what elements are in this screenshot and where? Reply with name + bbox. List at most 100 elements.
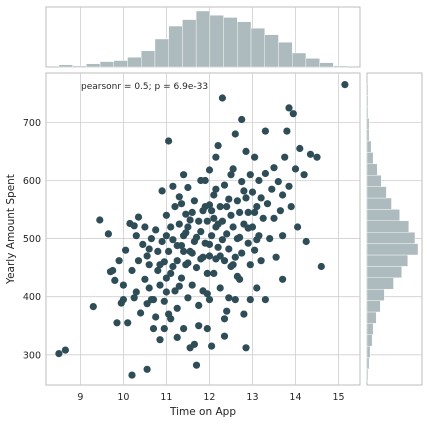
- right-hist-bar: [366, 186, 387, 199]
- top-marginal-histogram: [58, 10, 348, 68]
- scatter-point: [167, 223, 175, 231]
- top-hist-bar: [250, 28, 265, 68]
- scatter-point: [177, 200, 186, 208]
- scatter-point: [162, 288, 170, 296]
- scatter-point: [203, 290, 211, 298]
- scatter-point: [180, 247, 188, 255]
- scatter-point: [285, 104, 293, 112]
- scatter-point: [212, 255, 220, 263]
- scatter-point: [205, 201, 214, 209]
- scatter-point: [227, 211, 235, 219]
- scatter-point: [231, 253, 239, 261]
- correlation-annotation: pearsonr = 0.5; p = 6.9e-33: [81, 82, 208, 92]
- scatter-point: [61, 346, 69, 354]
- scatter-point: [190, 340, 198, 348]
- right-hist-bar: [366, 118, 370, 130]
- scatter-point: [242, 344, 250, 352]
- right-hist-bar: [366, 152, 374, 165]
- scatter-point: [177, 274, 186, 282]
- scatter-point: [218, 236, 226, 244]
- scatter-point: [119, 296, 127, 304]
- scatter-point: [225, 245, 233, 253]
- scatter-point: [248, 188, 257, 196]
- scatter-point: [238, 115, 246, 124]
- scatter-point: [229, 223, 237, 231]
- scatter-point: [246, 171, 254, 179]
- scatter-point: [158, 187, 166, 195]
- scatter-point: [238, 178, 246, 186]
- top-hist-bar: [237, 21, 252, 68]
- scatter-point: [192, 264, 201, 272]
- top-hist-bar: [333, 65, 348, 68]
- x-tick-label: 12: [203, 392, 215, 403]
- scatter-point: [253, 284, 261, 292]
- scatter-point: [246, 261, 254, 269]
- scatter-point: [208, 232, 216, 240]
- scatter-point: [145, 245, 153, 253]
- right-hist-bar: [366, 277, 394, 290]
- scatter-point: [130, 222, 138, 230]
- scatter-point: [214, 243, 222, 251]
- x-tick-label: 11: [160, 392, 172, 403]
- scatter-point: [156, 336, 164, 344]
- scatter-point: [182, 210, 190, 218]
- top-hist-bar: [154, 38, 169, 68]
- scatter-point: [205, 252, 214, 260]
- scatter-point: [122, 246, 130, 254]
- scatter-point: [291, 165, 300, 173]
- scatter-point: [96, 216, 104, 224]
- scatter-point: [132, 288, 140, 296]
- top-hist-bar: [72, 65, 87, 68]
- scatter-point: [205, 166, 214, 174]
- scatter-point: [225, 294, 233, 302]
- scatter-point: [294, 223, 302, 231]
- scatter-point: [229, 165, 237, 173]
- scatter-point: [233, 197, 241, 205]
- top-hist-bar: [264, 34, 279, 68]
- scatter-point: [261, 127, 269, 135]
- scatter-point: [223, 203, 231, 211]
- scatter-point: [276, 207, 284, 215]
- scatter-point: [285, 182, 293, 190]
- scatter-point: [236, 233, 244, 241]
- scatter-point: [192, 233, 201, 241]
- right-hist-bar: [366, 288, 385, 301]
- right-hist-bar: [366, 323, 374, 335]
- scatter-point: [302, 237, 310, 246]
- scatter-point: [233, 272, 241, 280]
- scatter-point: [128, 266, 136, 275]
- top-hist-bar: [113, 60, 128, 68]
- scatter-point: [143, 252, 151, 260]
- scatter-point: [266, 235, 274, 243]
- scatter-point: [208, 342, 216, 350]
- top-hist-bar: [319, 62, 334, 68]
- right-hist-bar: [366, 368, 369, 381]
- scatter-point: [255, 176, 263, 185]
- scatter-point: [106, 268, 115, 276]
- scatter-point: [199, 207, 207, 215]
- scatter-point: [216, 203, 224, 211]
- scatter-point: [195, 322, 203, 330]
- scatter-point: [212, 185, 220, 193]
- top-hist-bar: [141, 50, 156, 68]
- scatter-point: [210, 214, 218, 222]
- scatter-point: [208, 207, 216, 215]
- scatter-point: [124, 319, 132, 327]
- scatter-point: [173, 304, 181, 312]
- top-hist-bar: [223, 17, 238, 68]
- top-hist-bar: [182, 19, 197, 68]
- scatter-point: [223, 230, 231, 238]
- scatter-point: [203, 217, 211, 225]
- scatter-point: [141, 223, 149, 231]
- scatter-point: [154, 266, 162, 275]
- scatter-point: [175, 193, 183, 201]
- right-hist-bar: [366, 95, 369, 108]
- right-hist-bar: [366, 129, 370, 142]
- scatter-point: [289, 110, 297, 118]
- top-hist-bar: [305, 58, 320, 68]
- scatter-point: [300, 171, 308, 179]
- scatter-point: [141, 275, 149, 283]
- y-tick-label: 500: [23, 234, 41, 245]
- scatter-point: [119, 281, 127, 289]
